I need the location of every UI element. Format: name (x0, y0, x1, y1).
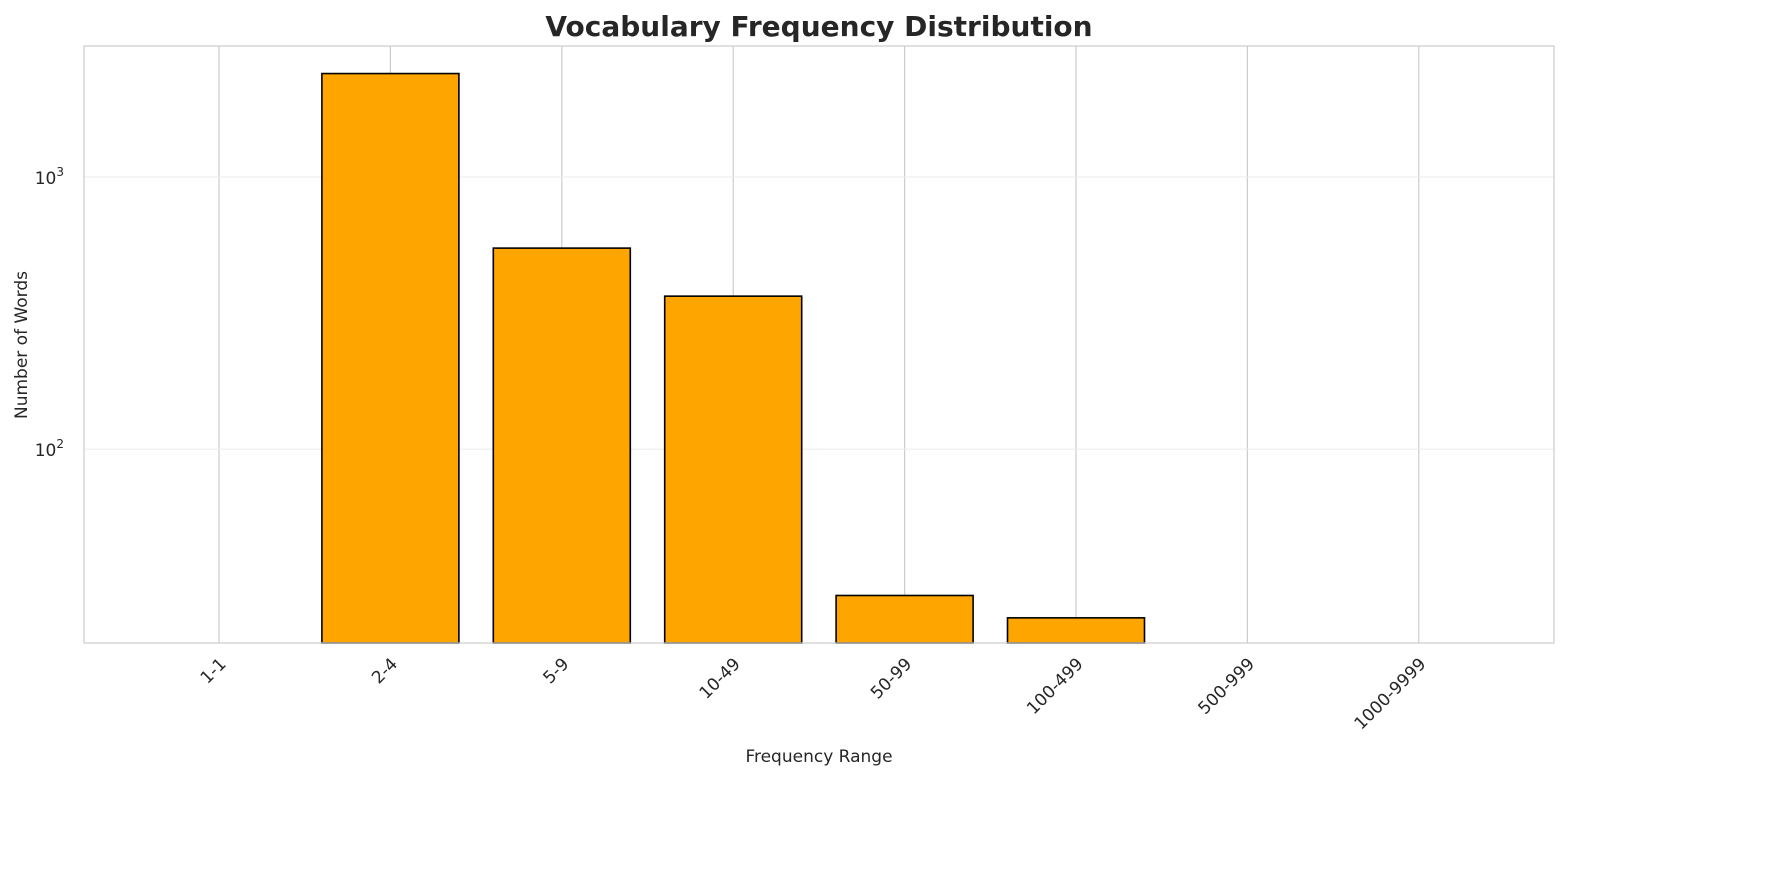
y-tick-label: 103 (35, 165, 64, 189)
x-axis-label: Frequency Range (745, 747, 892, 767)
x-tick-label: 50-99 (867, 654, 916, 703)
y-tick-label: 102 (35, 437, 64, 461)
gridlines (84, 46, 1554, 643)
bar-100-499 (1006, 617, 1146, 644)
x-tick-label: 500-999 (1195, 654, 1259, 718)
y-tick-labels: 102 103 (35, 165, 64, 461)
bar-2-4 (321, 72, 460, 644)
bar-10-49 (663, 295, 803, 644)
x-tick-label: 10-49 (696, 654, 745, 703)
bar-5-9 (492, 247, 632, 644)
x-tick-label: 2-4 (368, 654, 402, 688)
x-tick-label: 1000-9999 (1351, 654, 1431, 734)
y-axis-label: Number of Words (12, 271, 32, 419)
x-tick-label: 100-499 (1023, 654, 1087, 718)
plot-frame (83, 45, 1555, 644)
x-tick-label: 1-1 (197, 654, 231, 688)
x-tick-label: 5-9 (540, 654, 574, 688)
x-tick-labels: 1-1 2-4 5-9 10-49 50-99 100-499 500-999 1000-99… (197, 654, 1431, 734)
chart-title: Vocabulary Frequency Distribution (545, 10, 1092, 43)
bar-50-99 (835, 594, 974, 644)
